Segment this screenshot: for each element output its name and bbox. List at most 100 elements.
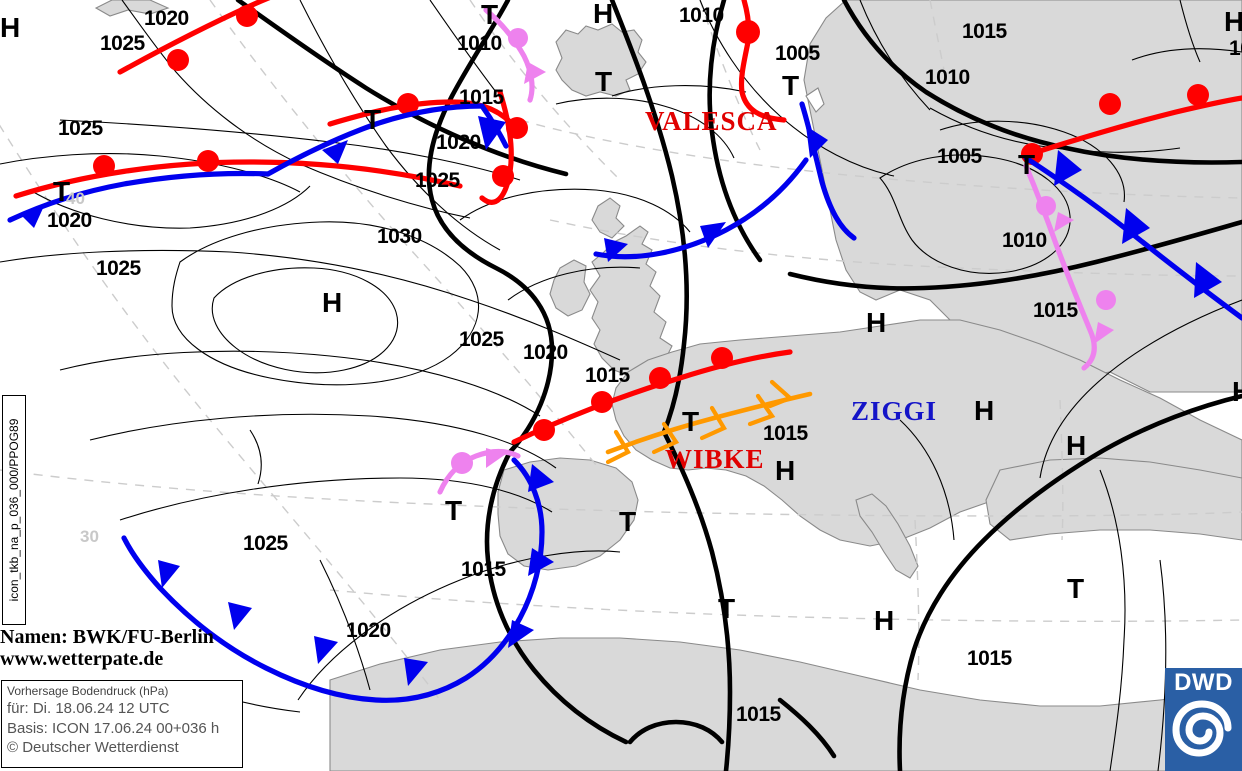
isobar-label-1020-9: 1020 [436,131,481,154]
isobar-label-1020-13: 1020 [47,209,92,232]
graticule-parallel-55 [519,119,1242,199]
pressure-centre-t-8: T [53,176,71,207]
isobar-label-1025-16: 1025 [96,257,141,280]
warm-front-wibke [511,349,793,445]
land-greenland [94,0,170,17]
isobar-label-1010-3: 1010 [679,4,724,27]
pressure-centre-h-14: H [1232,378,1242,406]
isobar-label-1025-10: 1025 [58,117,103,140]
credit-names: Namen: BWK/FU-Berlin [0,626,214,648]
isobar-label-1005-11: 1005 [937,145,982,168]
graticule-label-40: 40 [66,189,85,208]
isobar-label-1020-0: 1020 [144,7,189,30]
graticule-meridian-1 [0,124,441,701]
land-ireland [549,259,591,317]
isobar-bold-layer [235,0,1242,771]
spiral-icon [1172,700,1232,757]
pressure-centre-t-15: T [445,495,463,526]
cold-front-layer [7,101,1242,703]
isobar-label-1015-23: 1015 [461,558,506,581]
isobar-label-1005-4: 1005 [775,42,820,65]
warm-front-layer [13,0,1242,445]
isobar-label-1020-24: 1020 [346,619,391,642]
pressure-centre-h-0: H [0,12,21,43]
pressure-centre-h-20: H [874,605,895,636]
isobar-label-1025-18: 1025 [459,328,504,351]
isobar-label-1010-14: 1010 [1002,229,1047,252]
cold-front-northwest [7,170,271,223]
trough-chevron-5 [767,379,794,409]
graticule-meridian-5 [929,0,945,71]
isobar-label-1015-5: 1015 [962,20,1007,43]
legend-valid-time: für: Di. 18.06.24 12 UTC [7,699,170,717]
storm-name-ziggi: ZIGGI [851,396,938,426]
occluded-front-layer [437,7,1116,495]
isobar-label-1025-12: 1025 [415,169,460,192]
pressure-centre-t-1: T [481,0,499,30]
land-iceland [555,23,647,97]
pressure-centre-h-5: H [1224,6,1242,37]
storm-name-valesca: VALESCA [645,106,778,136]
cold-front-valesca-north [799,101,857,241]
isobar-label-1015-21: 1015 [763,422,808,445]
cold-front-atlantic-ne [265,103,485,177]
isobar-label-1015-17: 1015 [1033,299,1078,322]
trough-chevron-3 [699,405,728,441]
run-id-box: icon_tkb_na_p_036_000/PPOG89 [2,395,26,625]
pressure-centre-t-19: T [718,593,736,624]
trough-layer [605,379,813,465]
graticule-meridian-4 [699,0,761,151]
run-id-text: icon_tkb_na_p_036_000/PPOG89 [7,418,21,602]
cold-front-wibke-iberia [121,457,545,703]
isobar-label-1015-20: 1015 [585,364,630,387]
pressure-centre-t-11: T [682,406,700,437]
credit-website[interactable]: www.wetterpate.de [0,648,164,671]
isobar-label-1015-8: 1015 [459,86,504,109]
isobar-label-1025-1: 1025 [100,32,145,55]
occluded-front-iceland [483,7,535,103]
graticule-parallel-30 [329,589,1242,623]
legend-product-title: Vorhersage Bodendruck (hPa) [7,684,169,698]
land-anatolia [985,457,1242,541]
isobar-label-1015-25: 1015 [967,647,1012,670]
pressure-centre-h-16: H [775,455,796,486]
trough-chevron-4 [747,393,776,427]
legend-box: Vorhersage Bodendruck (hPa) für: Di. 18.… [1,680,243,768]
pressure-centre-h-2: H [593,0,614,29]
pressure-centre-t-7: T [1018,149,1036,180]
warm-front-atlantic-ne [327,99,513,127]
pressure-centre-h-9: H [322,287,343,318]
land-scotland [591,197,625,239]
trough-chevron-2 [651,421,680,455]
dwd-logo: DWD [1165,668,1242,771]
isobar-label-1010-6: 1010 [925,66,970,89]
trough-chevron-1 [605,429,631,465]
graticule-label-30: 30 [80,527,99,546]
warm-front-baltic [1021,95,1242,159]
dwd-logo-text: DWD [1174,669,1233,696]
legend-copyright: © Deutscher Wetterdienst [7,739,179,757]
isobar-label-1030-15: 1030 [377,225,422,248]
pressure-centre-h-10: H [866,307,887,338]
warm-front-mid-atlantic [13,159,463,199]
pressure-centre-t-18: T [1067,573,1085,604]
pressure-centre-h-13: H [1066,430,1087,461]
land-europe-mainland [611,319,1242,547]
isobar-label-1025-22: 1025 [243,532,288,555]
legend-model-basis: Basis: ICON 17.06.24 00+036 h [7,719,220,737]
isobar-label-1020-19: 1020 [523,341,568,364]
graticule-meridian-7 [914,519,920,681]
pressure-centre-t-3: T [595,66,613,97]
storm-name-wibke: WIBKE [665,444,765,474]
pressure-centre-t-4: T [782,70,800,101]
isobar-label-1010-7: 1010 [1229,37,1242,60]
pressure-centre-t-17: T [619,506,637,537]
credit-block: Namen: BWK/FU-Berlin www.wetterpate.de [0,626,214,671]
pressure-centre-h-12: H [974,395,995,426]
cold-front-valesca-south [593,157,809,260]
isobar-label-1015-26: 1015 [736,703,781,726]
occluded-front-iberia [437,448,521,495]
